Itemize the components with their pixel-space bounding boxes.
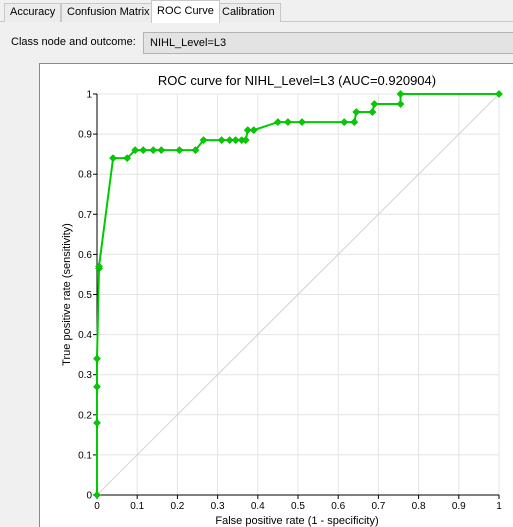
chart-title: ROC curve for NIHL_Level=L3 (AUC=0.92090…: [158, 73, 436, 88]
roc-point: [139, 146, 148, 155]
roc-point: [95, 262, 103, 271]
chance-diagonal: [96, 93, 500, 496]
roc-point: [370, 100, 379, 108]
tab-calibration[interactable]: Calibration: [216, 3, 281, 22]
x-tick-label: 0.4: [251, 501, 265, 512]
x-tick-label: 0.6: [331, 501, 345, 512]
y-tick-label: 1: [86, 90, 92, 101]
x-tick-label: 0.8: [412, 501, 426, 512]
roc-point: [283, 118, 292, 127]
roc-point: [131, 146, 140, 155]
class-node-label: Class node and outcome:: [11, 36, 136, 48]
roc-point: [93, 418, 101, 427]
y-tick-label: 0.1: [78, 450, 92, 461]
roc-point: [225, 136, 234, 145]
roc-point: [217, 136, 226, 145]
roc-point: [231, 136, 240, 145]
x-axis-label: False positive rate (1 - specificity): [215, 515, 378, 527]
y-tick-label: 0.8: [78, 170, 92, 181]
y-tick-label: 0.6: [78, 250, 92, 261]
roc-point: [241, 136, 250, 145]
roc-point: [396, 100, 405, 108]
y-tick-label: 0.3: [78, 370, 92, 381]
roc-point: [157, 146, 166, 155]
roc-point: [191, 146, 200, 155]
roc-point: [109, 154, 118, 163]
tab-bar: Accuracy Confusion Matrix ROC Curve Cali…: [0, 0, 513, 23]
y-tick-label: 0.7: [78, 210, 92, 221]
x-tick-label: 0.3: [211, 501, 225, 512]
roc-point: [298, 118, 306, 127]
y-tick-label: 0.2: [78, 410, 92, 421]
y-tick-label: 0.9: [78, 130, 92, 141]
roc-point: [273, 118, 282, 127]
roc-point: [249, 126, 258, 135]
y-tick-label: 0: [86, 491, 92, 502]
roc-point: [93, 491, 101, 499]
roc-point: [199, 136, 208, 145]
x-tick-label: 0.9: [452, 501, 466, 512]
roc-point: [123, 154, 132, 163]
roc-point: [340, 118, 349, 127]
tick-labels: 0 0.1 0.2 0.3 0.4 0.5 0.6 0.7 0.8 0.9 1 0 0.1 0.2 0.3 0…: [78, 90, 502, 513]
x-tick-label: 0.1: [130, 501, 144, 512]
y-tick-label: 0.4: [78, 330, 92, 341]
roc-series: [93, 90, 503, 499]
roc-point: [149, 146, 158, 155]
chart-grid: [97, 93, 500, 495]
roc-point: [175, 146, 184, 155]
x-tick-label: 0: [94, 501, 100, 512]
roc-point: [93, 382, 101, 391]
x-tick-label: 0.2: [170, 501, 184, 512]
x-tick-label: 0.5: [291, 501, 305, 512]
roc-point: [350, 118, 359, 127]
roc-point: [352, 108, 361, 116]
y-axis-label: True positive rate (sensitivity): [61, 223, 73, 366]
roc-point: [495, 90, 503, 98]
roc-point: [93, 354, 101, 363]
x-tick-label: 1: [496, 501, 502, 512]
roc-point: [396, 90, 405, 98]
roc-point: [368, 108, 377, 116]
tab-accuracy[interactable]: Accuracy: [4, 3, 62, 22]
class-node-field[interactable]: NIHL_Level=L3: [143, 32, 513, 54]
tab-roc-curve[interactable]: ROC Curve: [151, 0, 220, 23]
class-node-row: Class node and outcome: NIHL_Level=L3: [0, 31, 513, 55]
y-tick-label: 0.5: [78, 290, 92, 301]
x-tick-label: 0.7: [371, 501, 385, 512]
tab-confusion-matrix[interactable]: Confusion Matrix: [61, 3, 156, 22]
roc-point: [243, 126, 252, 135]
